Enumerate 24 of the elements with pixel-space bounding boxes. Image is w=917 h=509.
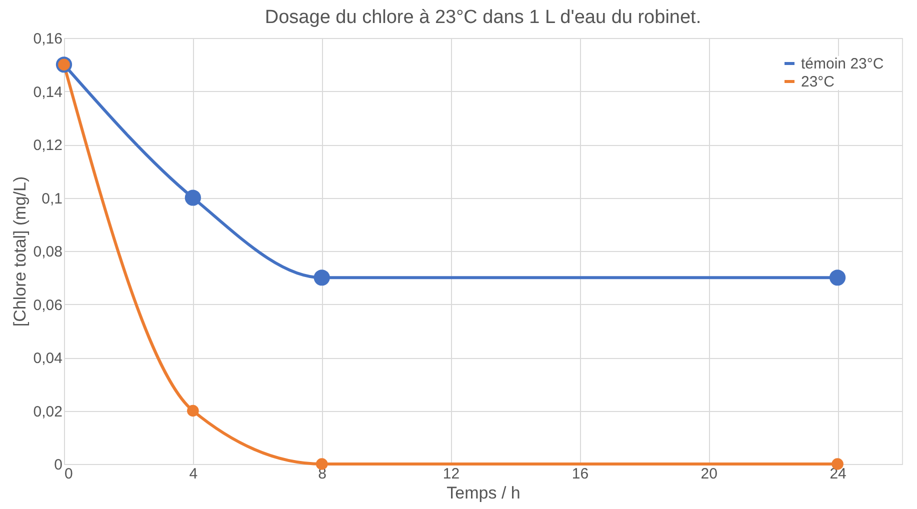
x-tick-label: 24 xyxy=(830,466,846,482)
x-tick-label: 16 xyxy=(572,466,589,482)
y-tick-label: 0,16 xyxy=(33,30,62,48)
legend-label: témoin 23°C xyxy=(801,56,884,72)
y-tick-label: 0,08 xyxy=(33,244,62,260)
y-tick-label: 0,12 xyxy=(33,137,62,154)
x-tick-label: 20 xyxy=(700,466,718,482)
point xyxy=(314,270,330,286)
y-tick-label: 0,06 xyxy=(33,296,62,314)
x-tick-label: 0 xyxy=(64,466,73,482)
x-axis-title: Temps / h xyxy=(446,484,520,502)
x-tick-label: 12 xyxy=(442,466,460,482)
y-tick-label: 0,02 xyxy=(33,403,62,420)
point xyxy=(829,270,846,286)
chart-title: Dosage du chlore à 23°C dans 1 L d'eau du robinet. xyxy=(264,7,702,28)
y-tick-label: 0,14 xyxy=(33,84,62,101)
x-tick-label: 4 xyxy=(189,466,198,482)
point xyxy=(316,458,328,470)
point xyxy=(187,404,199,417)
point xyxy=(184,190,201,206)
y-axis-title: [Chlore total] (mg/L) xyxy=(10,176,30,327)
y-tick-label: 0,04 xyxy=(33,350,62,367)
legend-label: 23°C xyxy=(801,74,835,90)
y-tick-label: 0,1 xyxy=(42,190,62,208)
